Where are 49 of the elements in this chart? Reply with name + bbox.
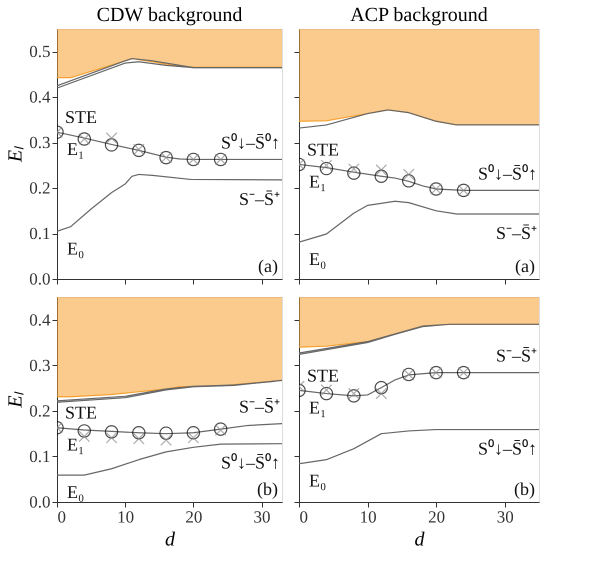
annotation: S⁻–S̄⁺ <box>238 188 280 209</box>
x-tick-label: 30 <box>496 508 514 526</box>
annotation: (a) <box>515 256 535 276</box>
annotation: (b) <box>514 479 535 499</box>
annotation: STE <box>307 365 340 386</box>
y-tick-label: 0.5 <box>29 42 50 62</box>
y-tick-label: 0.4 <box>29 310 51 330</box>
annotation: E₀ <box>67 238 84 258</box>
x-axis-title: d <box>165 528 176 550</box>
x-tick-label: 10 <box>117 508 134 526</box>
annotation: E₁ <box>67 434 84 455</box>
y-tick-label: 0.1 <box>29 224 50 244</box>
x-tick-label: 20 <box>185 508 202 526</box>
y-tick-label: 0.3 <box>29 356 50 375</box>
y-tick-label: 0.0 <box>29 492 50 512</box>
annotation: STE <box>65 107 98 128</box>
annotation: STE <box>65 402 98 423</box>
chart-title: ACP background <box>350 4 488 26</box>
annotation: S⁻–S̄⁺ <box>496 223 537 243</box>
annotation: S⁰↓–S̄⁰↑ <box>220 132 280 152</box>
annotation: E₀ <box>309 470 326 491</box>
annotation: S⁰↓–S̄⁰↑ <box>220 452 280 473</box>
chart-title: CDW background <box>96 4 242 26</box>
annotation: E₀ <box>309 249 326 270</box>
x-tick-label: 20 <box>428 508 446 526</box>
annotation: (a) <box>258 256 278 276</box>
y-tick-label: 0.4 <box>29 88 51 107</box>
x-tick-label: 0 <box>300 508 308 526</box>
annotation: E₁ <box>309 397 326 418</box>
x-axis-title: d <box>414 528 426 550</box>
y-tick-label: 0.3 <box>29 133 50 152</box>
y-tick-label: 0.2 <box>29 178 50 198</box>
y-axis-title: Eₗ <box>4 144 26 164</box>
y-tick-label: 0.1 <box>29 446 50 466</box>
annotation: E₁ <box>309 171 326 192</box>
x-tick-label: 0 <box>58 508 66 526</box>
x-tick-label: 10 <box>360 508 377 526</box>
y-tick-label: 0.2 <box>29 401 50 420</box>
x-tick-label: 30 <box>254 508 271 526</box>
annotation: S⁻–S̄⁺ <box>496 346 537 366</box>
y-axis-title: Eₗ <box>4 390 26 409</box>
annotation: S⁻–S̄⁺ <box>238 396 280 417</box>
annotation: S⁰↓–S̄⁰↑ <box>478 163 537 184</box>
annotation: (b) <box>257 479 278 499</box>
y-tick-label: 0.0 <box>29 270 50 288</box>
annotation: S⁰↓–S̄⁰↑ <box>478 438 537 459</box>
annotation: E₁ <box>67 139 84 160</box>
annotation: E₀ <box>67 482 84 502</box>
annotation: STE <box>307 139 340 160</box>
